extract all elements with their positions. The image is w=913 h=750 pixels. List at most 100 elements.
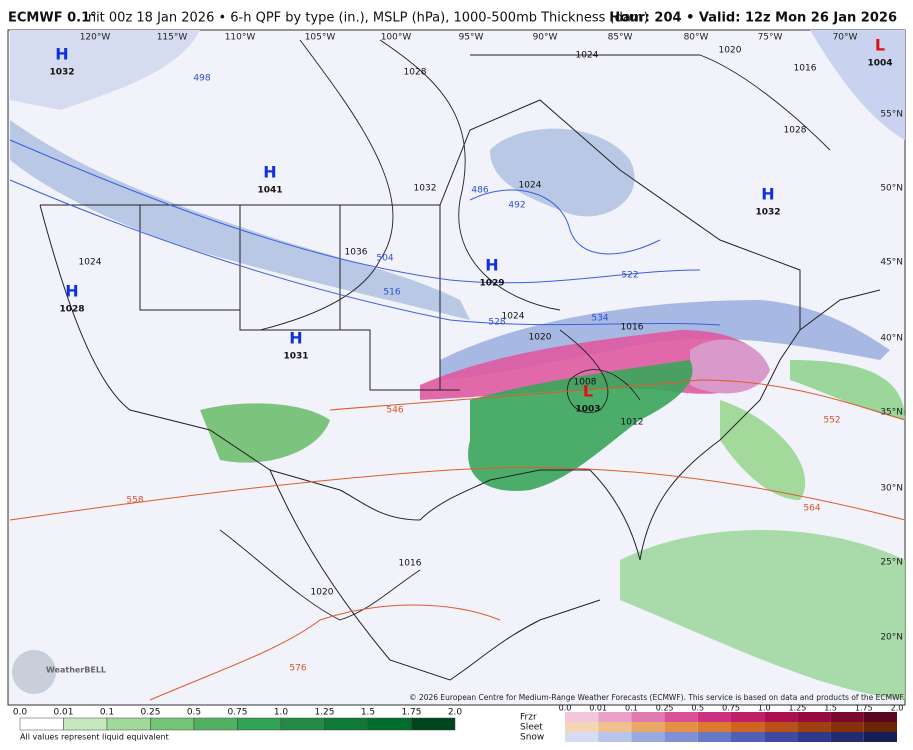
border xyxy=(639,289,881,561)
thickness-label: 492 xyxy=(508,201,525,211)
mixed-color-cell xyxy=(797,722,831,732)
longitude-label: 120°W xyxy=(80,33,111,43)
mixed-scale-label: 2.0 xyxy=(891,704,904,713)
mixed-scale-label: 0.25 xyxy=(656,704,674,713)
mixed-scale-label: 1.0 xyxy=(758,704,771,713)
rain-scale-label: 2.0 xyxy=(448,708,463,718)
isobar xyxy=(219,529,421,621)
isobar-label: 1020 xyxy=(311,588,334,598)
mixed-color-cell xyxy=(863,712,897,722)
rain-scale-label: 0.1 xyxy=(100,708,114,718)
title: ECMWF 0.1° xyxy=(8,11,97,26)
mixed-color-cell xyxy=(830,732,864,742)
rain-color-cell xyxy=(150,717,195,731)
latitude-label: 35°N xyxy=(880,408,903,418)
rain-scale-label: 0.5 xyxy=(187,708,201,718)
mixed-color-cell xyxy=(598,722,632,732)
isobar-label: 1024 xyxy=(79,258,102,268)
map: WeatherBELL © 2026 European Centre for M… xyxy=(7,29,906,706)
longitude-label: 115°W xyxy=(157,33,188,43)
thickness-label: 522 xyxy=(621,271,638,281)
rain-area xyxy=(790,360,905,420)
copyright: © 2026 European Centre for Medium-Range … xyxy=(409,693,905,702)
pressure-symbol: H xyxy=(761,185,774,204)
mixed-color-cell xyxy=(764,722,798,732)
logo-globe xyxy=(12,650,56,694)
latitude-label: 55°N xyxy=(880,110,903,120)
mixed-color-cell xyxy=(830,712,864,722)
thickness-line xyxy=(9,466,906,521)
mixed-scale-label: 0.5 xyxy=(691,704,704,713)
mixed-scale-label: 0.01 xyxy=(589,704,607,713)
mixed-scale-label: 1.75 xyxy=(855,704,873,713)
borders xyxy=(39,99,881,681)
mixed-color-cell xyxy=(565,722,599,732)
rain-scale-label: 0.25 xyxy=(140,708,160,718)
mixed-color-cell xyxy=(863,732,897,742)
pressure-value: 1041 xyxy=(257,186,282,196)
mixed-color-cell xyxy=(697,722,731,732)
mixed-color-cell xyxy=(697,712,731,722)
isobar-label: 1036 xyxy=(345,248,368,258)
pressure-symbol: H xyxy=(263,163,276,182)
rain-color-cell xyxy=(411,717,456,731)
isobar-label: 1020 xyxy=(529,333,552,343)
latitude-label: 25°N xyxy=(880,558,903,568)
thickness-label: 486 xyxy=(471,186,488,196)
precip-type-label: Sleet xyxy=(520,723,543,733)
pressure-symbol: L xyxy=(875,36,885,55)
latitude-label: 20°N xyxy=(880,633,903,643)
border xyxy=(40,99,801,330)
rain-area xyxy=(468,360,693,491)
latitude-label: 50°N xyxy=(880,184,903,194)
isobar-label: 1016 xyxy=(794,64,817,74)
rain-scale-label: 1.0 xyxy=(274,708,289,718)
rain-color-cell xyxy=(106,717,151,731)
mixed-color-cell xyxy=(797,732,831,742)
mixed-color-cell xyxy=(565,732,599,742)
isobar-label: 1032 xyxy=(414,184,437,194)
thickness-label: 564 xyxy=(803,504,820,514)
isobar-label: 1020 xyxy=(719,46,742,56)
latitude-label: 40°N xyxy=(880,334,903,344)
subtitle: Init 00z 18 Jan 2026 • 6-h QPF by type (… xyxy=(84,11,649,26)
pressure-value: 1029 xyxy=(479,279,504,289)
thickness-lines xyxy=(9,139,906,701)
rain-scale-label: 0.75 xyxy=(227,708,247,718)
pressure-symbol: H xyxy=(65,282,78,301)
longitude-label: 80°W xyxy=(684,33,709,43)
rain-color-cell xyxy=(324,717,369,731)
mixed-color-cell xyxy=(631,732,665,742)
legend: All values represent liquid equivalent 0… xyxy=(13,704,904,743)
thickness-label: 498 xyxy=(193,74,210,84)
border xyxy=(39,204,641,561)
thickness-line xyxy=(9,179,721,326)
rain-scale-label: 1.25 xyxy=(314,708,334,718)
pressure-symbol: H xyxy=(485,256,498,275)
thickness-label: 528 xyxy=(488,318,505,328)
thickness-label: 516 xyxy=(383,288,400,298)
thickness-label: 558 xyxy=(126,496,143,506)
latitude-label: 45°N xyxy=(880,258,903,268)
isobars xyxy=(219,39,831,621)
thickness-line xyxy=(329,379,906,421)
logo: WeatherBELL xyxy=(46,666,106,675)
isobar-label: 1024 xyxy=(519,181,542,191)
mixed-color-cell xyxy=(697,732,731,742)
snow-area xyxy=(810,30,905,140)
isobar-label: 1024 xyxy=(502,312,525,322)
mixed-color-cell xyxy=(664,732,698,742)
mixed-scale-label: 0.1 xyxy=(625,704,638,713)
isobar-label: 1008 xyxy=(574,378,597,388)
pressure-value: 1028 xyxy=(59,305,84,315)
longitude-label: 70°W xyxy=(833,33,858,43)
snow-area xyxy=(10,120,470,320)
precip-type-label: Snow xyxy=(520,733,544,743)
isobar xyxy=(259,39,394,331)
longitude-label: 85°W xyxy=(608,33,633,43)
mixed-color-cell xyxy=(764,732,798,742)
pressure-value: 1031 xyxy=(283,352,308,362)
pressure-symbol: L xyxy=(583,382,593,401)
mixed-color-cell xyxy=(631,722,665,732)
